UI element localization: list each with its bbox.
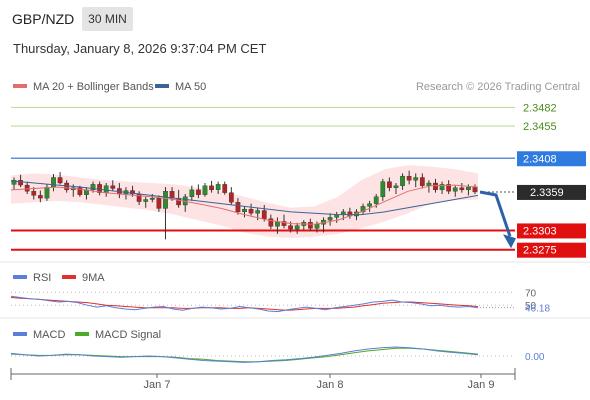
x-axis-tick-label: Jan 8 bbox=[317, 379, 344, 391]
candle-body bbox=[143, 199, 149, 202]
candle-body bbox=[156, 197, 162, 209]
candle-body bbox=[426, 182, 432, 186]
rsi-tick-label: 70 bbox=[525, 288, 537, 299]
candle-body bbox=[439, 184, 445, 191]
legend-label-macd-signal: MACD Signal bbox=[95, 329, 161, 341]
candle-body bbox=[459, 187, 465, 191]
ma50-line bbox=[10, 180, 479, 216]
level-label-resistance: 2.3408 bbox=[523, 153, 557, 165]
candle-body bbox=[90, 184, 96, 191]
legend-swatch-macd-signal bbox=[75, 332, 89, 336]
candle-body bbox=[308, 222, 313, 229]
level-label-target: 2.3455 bbox=[523, 121, 557, 133]
candle-body bbox=[110, 185, 116, 189]
candle-body bbox=[446, 184, 452, 192]
candle-body bbox=[215, 184, 221, 191]
candle-body bbox=[149, 197, 155, 200]
last-price-label: 2.3359 bbox=[530, 187, 564, 199]
candle-body bbox=[472, 186, 478, 193]
candle-body bbox=[294, 225, 300, 230]
rsi-tick-label: 50 bbox=[525, 301, 537, 312]
bollinger-band-fill bbox=[11, 165, 478, 238]
candle-body bbox=[163, 191, 168, 209]
candle-body bbox=[228, 192, 234, 203]
candle-body bbox=[242, 208, 247, 213]
rsi-line bbox=[10, 295, 479, 313]
candle-body bbox=[103, 185, 109, 193]
candle-body bbox=[169, 191, 175, 199]
candle-body bbox=[209, 185, 214, 191]
candle-body bbox=[44, 186, 50, 199]
candle-body bbox=[281, 221, 287, 226]
macd-tick-label: 0.00 bbox=[525, 352, 545, 363]
forecast-arrow-line bbox=[479, 190, 512, 237]
candle-body bbox=[97, 184, 102, 193]
level-label-support: 2.3275 bbox=[523, 245, 557, 257]
legend-swatch-ma50 bbox=[155, 84, 169, 88]
candle-body bbox=[31, 191, 37, 196]
ma20-line bbox=[10, 184, 479, 225]
candle-body bbox=[373, 196, 379, 204]
candle-body bbox=[248, 208, 254, 214]
candle-body bbox=[400, 175, 405, 186]
legend-label-rsi: RSI bbox=[33, 272, 51, 284]
candle-body bbox=[255, 210, 261, 214]
candle-body bbox=[196, 189, 201, 195]
candle-body bbox=[327, 217, 333, 221]
forecast-arrow-head bbox=[503, 234, 516, 249]
timestamp-label: Thursday, January 8, 2026 9:37:04 PM CET bbox=[13, 41, 267, 56]
candle-body bbox=[360, 206, 366, 213]
timeframe-button[interactable]: 30 MIN bbox=[82, 7, 133, 31]
level-label-support: 2.3303 bbox=[523, 225, 557, 237]
candle-body bbox=[235, 202, 241, 213]
candle-body bbox=[452, 187, 458, 192]
legend-label-ma50: MA 50 bbox=[175, 81, 206, 93]
level-label-target: 2.3482 bbox=[523, 102, 557, 114]
candle-body bbox=[288, 225, 293, 230]
candle-body bbox=[11, 180, 17, 185]
legend-swatch-ma20 bbox=[13, 84, 27, 88]
x-axis-tick-label: Jan 9 bbox=[468, 379, 495, 391]
candle-body bbox=[57, 177, 63, 184]
legend-label-rsi-ma: 9MA bbox=[82, 272, 105, 284]
candle-body bbox=[406, 175, 412, 181]
candle-body bbox=[419, 177, 425, 186]
currency-pair-title: GBP/NZD bbox=[12, 11, 75, 27]
candle-body bbox=[367, 203, 372, 207]
candle-body bbox=[413, 177, 419, 181]
x-axis-tick-label: Jan 7 bbox=[144, 379, 171, 391]
candle-body bbox=[268, 218, 274, 227]
candle-body bbox=[24, 184, 30, 192]
candle-body bbox=[222, 184, 228, 193]
level-tag-support bbox=[517, 223, 586, 239]
candle-body bbox=[466, 186, 471, 191]
candle-body bbox=[130, 190, 135, 195]
candle-body bbox=[77, 187, 83, 195]
candle-body bbox=[37, 195, 43, 199]
candle-body bbox=[393, 185, 399, 188]
rsi-current-label: 46.18 bbox=[525, 304, 550, 315]
candle-body bbox=[380, 181, 386, 197]
legend-swatch-macd bbox=[13, 332, 27, 336]
candle-body bbox=[433, 182, 438, 191]
candle-body bbox=[51, 177, 56, 188]
legend-swatch-rsi-ma bbox=[62, 275, 76, 279]
legend-swatch-rsi bbox=[13, 275, 27, 279]
legend-label-ma20: MA 20 + Bollinger Bands bbox=[33, 81, 154, 93]
candle-body bbox=[261, 210, 267, 219]
watermark-text: Research © 2026 Trading Central bbox=[416, 81, 580, 93]
candle-body bbox=[18, 180, 23, 186]
candle-body bbox=[189, 189, 195, 197]
level-tag-resistance bbox=[517, 151, 586, 167]
legend-label-macd: MACD bbox=[33, 329, 65, 341]
last-price-tag bbox=[517, 184, 586, 200]
macd-line bbox=[10, 346, 479, 363]
candle-body bbox=[314, 224, 320, 229]
chart-header: GBP/NZD 30 MIN Thursday, January 8, 2026… bbox=[0, 0, 590, 62]
candle-body bbox=[387, 181, 392, 188]
candle-body bbox=[202, 185, 208, 195]
level-tag-support bbox=[517, 242, 586, 258]
